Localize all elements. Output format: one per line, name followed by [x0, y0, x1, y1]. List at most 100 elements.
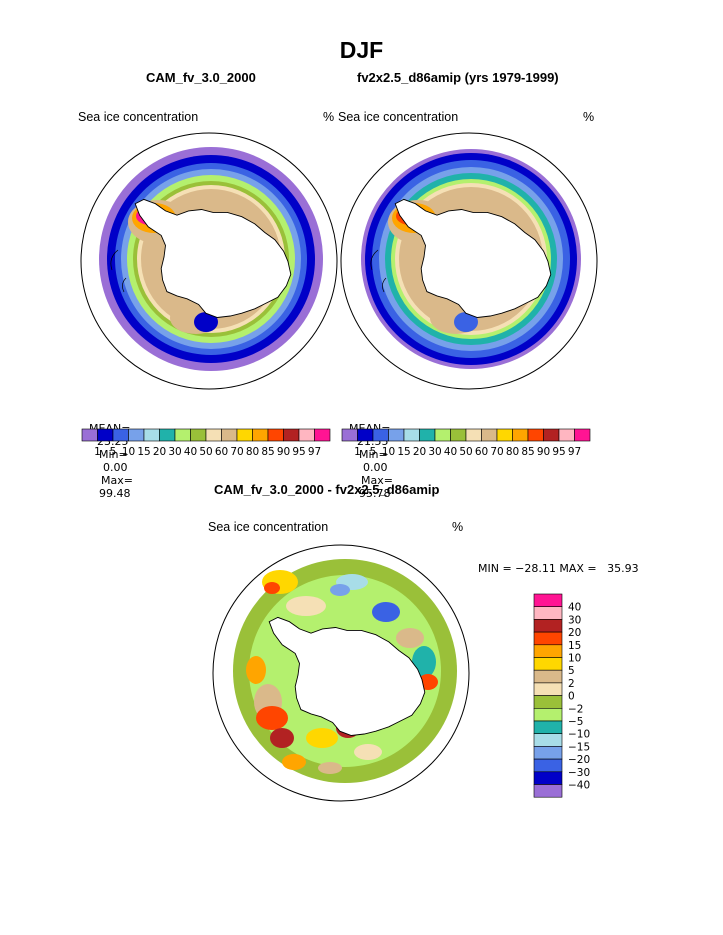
- panel1-colorbar-box-6: [174, 428, 191, 442]
- panel2-colorbar-label: 10: [382, 446, 395, 458]
- panel1-variable-label: Sea ice concentration: [78, 110, 199, 124]
- panel2-colorbar-box-9: [481, 428, 498, 442]
- panel1-max-label: Max=: [101, 474, 133, 487]
- panel1-colorbar-box-5: [159, 428, 176, 442]
- panel1-colorbar-box-0: [81, 428, 98, 442]
- diff-colorbar-label: 15: [568, 640, 581, 652]
- diff-colorbar-label: −40: [568, 780, 590, 792]
- diff-colorbar-box-6: [533, 669, 563, 684]
- panel1-colorbar-label: 80: [246, 446, 259, 458]
- panel2-max-label: Max=: [361, 474, 393, 487]
- panel2-colorbar-label: 80: [506, 446, 519, 458]
- diff-colorbar-box-11: [533, 733, 563, 747]
- panel1-colorbar-box-9: [221, 428, 238, 442]
- diff-colorbar-box-8: [533, 695, 563, 709]
- panel2-colorbar-label: 1: [354, 446, 361, 458]
- panel1-colorbar-label: 1: [94, 446, 101, 458]
- panel1-colorbar-label: 60: [215, 446, 228, 458]
- diff-colorbar-label: 2: [568, 678, 575, 690]
- diff-colorbar-label: 0: [568, 691, 575, 703]
- panel2-colorbar-label: 60: [475, 446, 488, 458]
- panel2-colorbar-box-0: [341, 428, 358, 442]
- diff-title: CAM_fv_3.0_2000 - fv2x2.5_d86amip: [214, 482, 440, 497]
- panel1-colorbar-label: 5: [110, 446, 117, 458]
- panel1-min-value: 0.00: [103, 461, 128, 474]
- panel2-colorbar: 1 5 10 15 20 30 40 50 60 70 80 85 90 95 97: [341, 428, 591, 458]
- panel1-colorbar-box-8: [205, 428, 222, 442]
- diff-variable-label: Sea ice concentration: [208, 520, 329, 534]
- panel1-colorbar-label: 85: [261, 446, 274, 458]
- panel2-colorbar-box-4: [403, 428, 420, 442]
- panel1-antarctica-outline: [134, 198, 292, 318]
- panel1-colorbar-box-10: [236, 428, 253, 442]
- panel2-min-value: 0.00: [363, 461, 388, 474]
- panel2-colorbar-box-6: [434, 428, 451, 442]
- diff-colorbar-box-4: [533, 644, 563, 658]
- panel2-antarctica-outline: [394, 198, 552, 318]
- panel2-colorbar-label: 70: [490, 446, 503, 458]
- diff-colorbar-box-1: [533, 606, 563, 620]
- diff-colorbar-label: 30: [568, 614, 581, 626]
- panel2-colorbar-box-2: [372, 428, 389, 442]
- panel1-colorbar: 1 5 10 15 20 30 40 50 60 70 80 85 90 95 97: [81, 428, 331, 458]
- diff-anomaly-16: [318, 762, 342, 774]
- panel1-colorbar-label: 30: [168, 446, 181, 458]
- diff-colorbar-label: −30: [568, 767, 590, 779]
- diff-anomaly-10: [354, 744, 382, 760]
- page-title: DJF: [339, 37, 384, 63]
- diff-anomaly-6: [256, 706, 288, 730]
- diff-colorbar-label: −20: [568, 754, 590, 766]
- panel2-colorbar-box-13: [543, 428, 560, 442]
- diff-colorbar-label: 40: [568, 602, 581, 614]
- panel1-colorbar-label: 97: [308, 446, 321, 458]
- diff-colorbar-box-0: [533, 593, 563, 607]
- panel2-colorbar-box-7: [450, 428, 467, 442]
- panel2-colorbar-label: 85: [521, 446, 534, 458]
- diff-anomaly-13: [396, 628, 424, 648]
- panel1-ross-zone-2: [194, 312, 218, 332]
- panel1-colorbar-label: 90: [277, 446, 290, 458]
- diff-antarctica-outline: [268, 616, 426, 736]
- panel2-colorbar-box-5: [419, 428, 436, 442]
- panel1-colorbar-box-12: [267, 428, 284, 442]
- panel2-variable-label: Sea ice concentration: [338, 110, 459, 124]
- panel1-title: CAM_fv_3.0_2000: [146, 70, 256, 85]
- diff-colorbar-box-10: [533, 720, 563, 734]
- diff-colorbar-label: 20: [568, 627, 581, 639]
- diff-colorbar-box-5: [533, 657, 563, 671]
- diff-anomaly-1: [264, 582, 280, 594]
- diff-colorbar-box-12: [533, 746, 563, 760]
- panel2-colorbar-box-11: [512, 428, 529, 442]
- diff-units-label: %: [452, 520, 464, 534]
- diff-colorbar-box-3: [533, 631, 563, 646]
- panel2-min-label: Min=: [359, 448, 388, 461]
- panel1-coastline: [110, 249, 127, 293]
- panel1-colorbar-label: 20: [153, 446, 166, 458]
- diff-anomaly-7: [270, 728, 294, 748]
- panel1-colorbar-box-7: [190, 428, 207, 442]
- panel2-colorbar-label: 90: [537, 446, 550, 458]
- panel1-colorbar-label: 15: [137, 446, 150, 458]
- panel1-colorbar-label: 95: [292, 446, 305, 458]
- panel1-colorbar-box-4: [143, 428, 160, 442]
- panel1-colorbar-box-3: [128, 428, 145, 442]
- panel2-units-label: %: [583, 110, 595, 124]
- panel1-colorbar-label: 10: [122, 446, 135, 458]
- diff-colorbar-box-14: [533, 771, 563, 785]
- panel2-max-value: 95.78: [359, 487, 391, 500]
- panel2-colorbar-box-3: [388, 428, 405, 442]
- panel1-colorbar-box-1: [97, 428, 114, 442]
- diff-colorbar-box-9: [533, 708, 563, 722]
- diff-anomaly-15: [282, 754, 306, 770]
- diff-anomaly-8: [306, 728, 338, 748]
- panel1-min-label: Min=: [99, 448, 128, 461]
- panel2-colorbar-label: 20: [413, 446, 426, 458]
- diff-colorbar-box-15: [533, 784, 563, 798]
- panel2-colorbar-box-10: [496, 428, 513, 442]
- diff-colorbar-box-13: [533, 758, 563, 773]
- panel2-colorbar-label: 30: [428, 446, 441, 458]
- diff-anomaly-17: [246, 656, 266, 684]
- diff-colorbar-label: −10: [568, 729, 590, 741]
- panel2-colorbar-label: 97: [568, 446, 581, 458]
- panel1-colorbar-box-2: [112, 428, 129, 442]
